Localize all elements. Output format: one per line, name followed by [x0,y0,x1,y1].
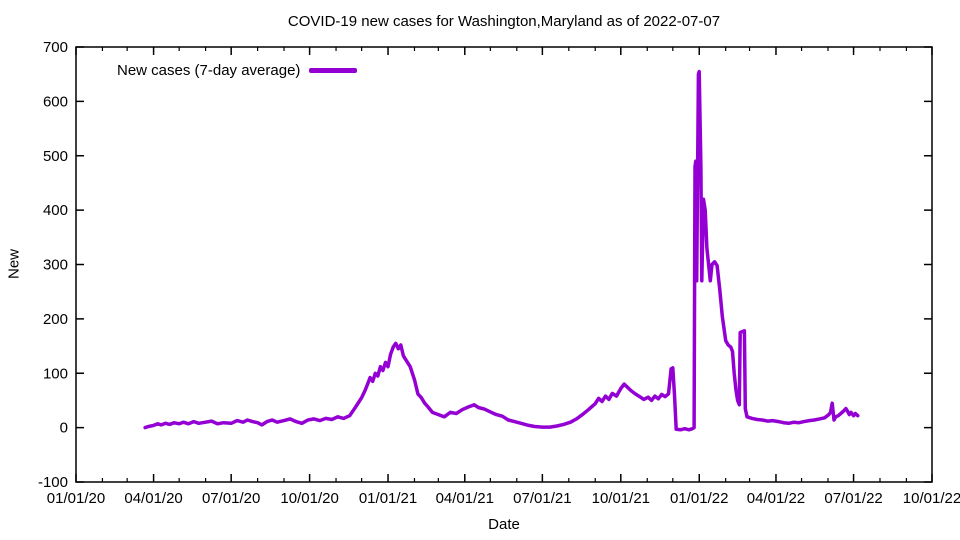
legend-line-swatch [309,67,358,73]
y-tick-label: -100 [38,474,68,491]
x-tick-label: 07/01/22 [824,490,882,507]
x-tick-label: 10/01/20 [280,490,338,507]
x-tick-label: 04/01/22 [747,490,805,507]
y-tick-label: 100 [43,365,68,382]
legend-label: New cases (7-day average) [117,61,301,79]
x-tick-label: 01/01/20 [47,490,105,507]
x-tick-label: 04/01/21 [436,490,494,507]
y-tick-label: 400 [43,202,68,219]
y-tick-label: 0 [60,420,68,437]
y-tick-label: 600 [43,93,68,110]
chart-title: COVID-19 new cases for Washington,Maryla… [287,13,721,30]
x-tick-label: 07/01/20 [202,490,260,507]
x-tick-label: 01/01/22 [670,490,728,507]
x-tick-label: 04/01/20 [124,490,182,507]
legend: New cases (7-day average) [117,61,358,79]
x-tick-label: 10/01/22 [903,490,960,507]
x-tick-label: 07/01/21 [513,490,571,507]
x-tick-label: 10/01/21 [592,490,650,507]
series-line-new-cases-7-day-average- [143,69,860,432]
x-tick-label: 01/01/21 [359,490,417,507]
y-tick-label: 200 [43,311,68,328]
y-tick-label: 500 [43,148,68,165]
y-tick-label: 700 [43,39,68,56]
y-tick-label: 300 [43,257,68,274]
x-axis-title: Date [488,516,520,533]
